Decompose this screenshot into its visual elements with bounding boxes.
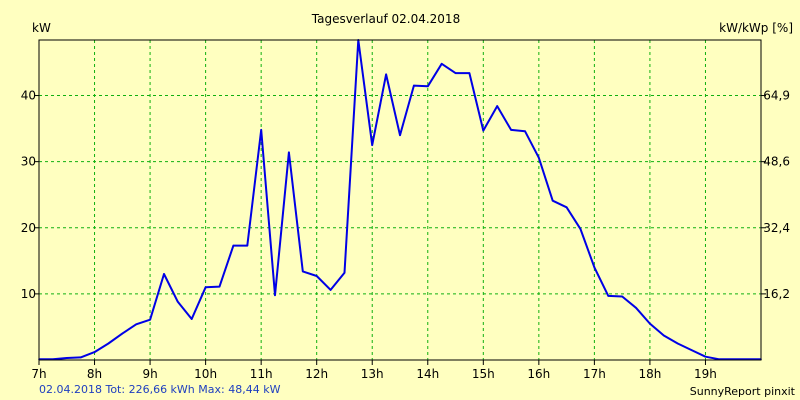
data-point <box>260 129 263 131</box>
data-point <box>551 199 554 202</box>
x-tick-label: 8h <box>87 367 102 381</box>
data-point <box>649 322 651 325</box>
x-tick-label: 17h <box>583 367 606 381</box>
x-tick-label: 9h <box>142 367 157 381</box>
series-layer <box>38 39 762 361</box>
data-point <box>676 342 679 345</box>
y-tick-label-right: 64,9 <box>763 89 790 103</box>
data-point <box>121 332 124 335</box>
data-point <box>93 351 96 353</box>
data-point <box>565 206 568 209</box>
chart-title: Tagesverlauf 02.04.2018 <box>311 12 460 26</box>
x-tick-label: 13h <box>361 367 384 381</box>
data-point <box>329 289 332 291</box>
left-axis-unit: kW <box>32 21 51 35</box>
data-point <box>454 72 457 74</box>
data-point <box>232 244 235 247</box>
data-point <box>218 285 221 288</box>
plot-frame <box>38 39 762 361</box>
axis-ticks: 7h 8h 9h 10h 11h 12h 13h 14h 15h 16h 17h 18h 19h 10 16… <box>21 89 790 381</box>
data-point <box>135 323 137 326</box>
x-tick-label: 14h <box>416 367 439 381</box>
x-tick-label: 18h <box>638 367 661 381</box>
data-point <box>704 355 707 358</box>
data-point <box>399 134 401 136</box>
footer-credit: SunnyReport pinxit <box>690 385 796 398</box>
x-tick-label: 11h <box>250 367 273 381</box>
x-tick-label: 16h <box>527 367 550 381</box>
data-point <box>538 156 540 159</box>
data-point <box>482 129 485 132</box>
data-point <box>496 105 499 107</box>
y-tick-label-left: 30 <box>21 155 36 169</box>
data-point <box>274 294 276 297</box>
series-line-0 <box>39 39 761 361</box>
data-point <box>66 357 68 359</box>
data-point <box>315 275 318 277</box>
data-point <box>107 342 110 345</box>
data-point <box>524 130 526 132</box>
data-point <box>204 286 207 289</box>
data-point <box>621 295 623 298</box>
data-point <box>385 73 387 76</box>
data-point <box>371 144 374 146</box>
data-point <box>510 129 512 131</box>
data-point <box>177 301 179 303</box>
data-point <box>579 228 582 230</box>
data-point <box>288 151 290 154</box>
footer-summary: 02.04.2018 Tot: 226,66 kWh Max: 48,44 kW <box>39 383 281 396</box>
y-tick-label-right: 32,4 <box>763 221 790 235</box>
y-tick-label-left: 20 <box>21 221 36 235</box>
data-point <box>635 307 637 309</box>
data-point <box>343 271 346 274</box>
x-tick-label: 19h <box>694 367 717 381</box>
data-point <box>663 334 665 337</box>
data-point <box>149 318 151 321</box>
data-point <box>190 318 193 320</box>
data-point <box>79 356 82 359</box>
right-axis-unit: kW/kWp [%] <box>719 21 793 35</box>
y-tick-label-right: 48,6 <box>763 155 790 169</box>
data-point <box>607 295 610 297</box>
data-point <box>468 72 471 74</box>
data-point <box>690 349 693 351</box>
grid <box>39 40 761 360</box>
data-point <box>427 85 429 88</box>
y-tick-label-left: 10 <box>21 287 36 301</box>
data-point <box>246 244 249 247</box>
data-point <box>302 270 304 273</box>
x-tick-label: 10h <box>194 367 217 381</box>
x-tick-label: 7h <box>31 367 46 381</box>
y-tick-label-right: 16,2 <box>763 287 790 301</box>
data-point <box>440 63 443 65</box>
data-point <box>413 84 415 87</box>
x-tick-label: 15h <box>472 367 495 381</box>
x-tick-label: 12h <box>305 367 328 381</box>
data-point <box>163 273 165 275</box>
data-point <box>593 266 596 269</box>
y-tick-label-left: 40 <box>21 89 36 103</box>
